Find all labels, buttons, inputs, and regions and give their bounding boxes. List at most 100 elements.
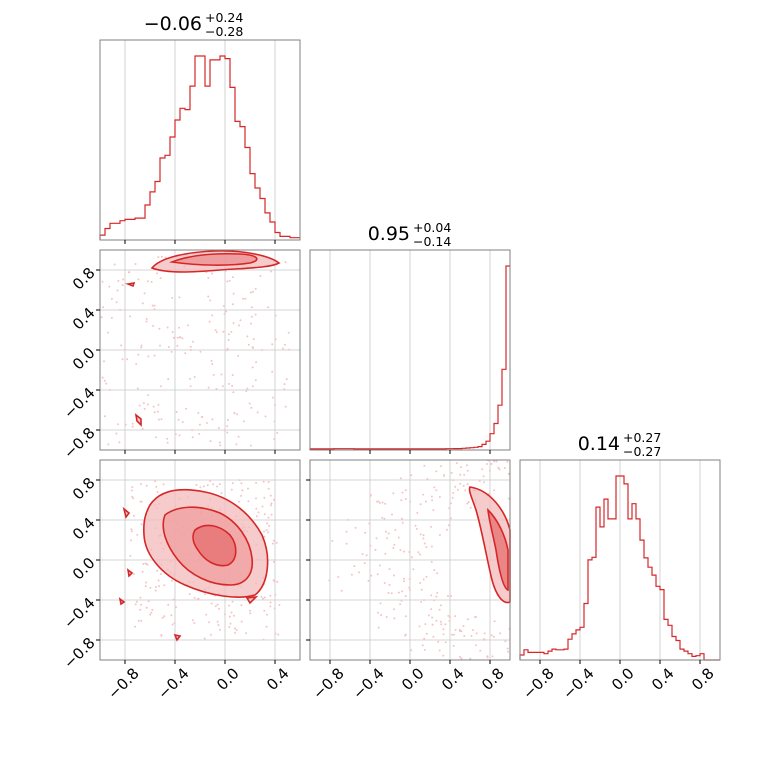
scatter-p1-p0-47 xyxy=(288,348,291,351)
scatter-p2-p0-150 xyxy=(134,625,137,628)
scatter-p2-p1-233 xyxy=(387,591,390,594)
scatter-p1-p0-164 xyxy=(249,322,252,325)
scatter-p2-p0-16 xyxy=(240,494,243,497)
scatter-p1-p0-163 xyxy=(226,280,229,283)
scatter-p1-p0-50 xyxy=(207,386,210,389)
scatter-p1-p0-93 xyxy=(237,354,240,357)
scatter-p1-p0-7 xyxy=(209,299,212,302)
scatter-p2-p0-205 xyxy=(163,584,166,587)
scatter-p1-p0-219 xyxy=(273,438,276,440)
scatter-p2-p1-81 xyxy=(401,491,404,494)
scatter-p1-p0-72 xyxy=(121,358,124,361)
contour-p1-p0-blob2 xyxy=(134,413,142,427)
scatter-p2-p1-109 xyxy=(444,623,447,626)
scatter-p2-p1-43 xyxy=(459,482,462,485)
histogram-p0 xyxy=(99,55,300,240)
scatter-p1-p0-95 xyxy=(150,280,153,283)
scatter-p2-p0-180 xyxy=(266,522,269,525)
scatter-p2-p1-133 xyxy=(415,527,418,530)
scatter-p2-p0-147 xyxy=(219,628,221,631)
scatter-p2-p1-95 xyxy=(399,477,402,480)
scatter-p2-p0-46 xyxy=(249,612,252,615)
scatter-p2-p1-48 xyxy=(345,542,348,545)
scatter-p2-p1-121 xyxy=(466,469,469,472)
scatter-p1-p0-5 xyxy=(239,319,242,322)
scatter-p1-p0-42 xyxy=(271,370,274,373)
scatter-p2-p1-102 xyxy=(397,536,400,539)
scatter-p1-p0-104 xyxy=(215,331,218,334)
scatter-p2-p1-167 xyxy=(386,537,389,540)
scatter-p2-p0-61 xyxy=(263,535,266,538)
scatter-p2-p0-69 xyxy=(230,611,233,614)
scatter-p2-p0-79 xyxy=(228,604,230,607)
scatter-p2-p1-92 xyxy=(495,460,498,463)
scatter-p2-p0-70 xyxy=(204,593,206,596)
scatter-p1-p0-91 xyxy=(157,410,159,413)
scatter-p2-p1-3 xyxy=(493,489,496,492)
scatter-p2-p1-148 xyxy=(454,628,457,631)
scatter-p2-p1-212 xyxy=(470,635,473,637)
scatter-p2-p0-131 xyxy=(202,485,205,488)
scatter-p2-p1-58 xyxy=(482,475,485,478)
scatter-p1-p0-115 xyxy=(157,403,160,406)
scatter-p1-p0-135 xyxy=(217,427,220,430)
scatter-p1-p0-110 xyxy=(131,425,134,428)
scatter-p1-p0-8 xyxy=(138,404,141,407)
scatter-p1-p0-35 xyxy=(201,416,204,419)
scatter-p2-p0-233 xyxy=(247,487,249,490)
scatter-p2-p1-70 xyxy=(430,525,432,528)
title-p2-minus: −0.27 xyxy=(623,444,661,459)
scatter-p1-p0-107 xyxy=(174,433,177,436)
scatter-p1-p0-41 xyxy=(137,353,140,356)
scatter-p2-p0-44 xyxy=(255,515,258,518)
scatter-p2-p1-19 xyxy=(430,560,433,563)
scatter-p2-p1-10 xyxy=(388,583,391,586)
scatter-p2-p1-118 xyxy=(404,498,407,500)
scatter-p2-p0-34 xyxy=(216,620,219,623)
scatter-p1-p0-165 xyxy=(225,349,228,352)
scatter-p2-p1-26 xyxy=(435,595,438,598)
scatter-p2-p1-153 xyxy=(369,494,372,497)
scatter-p2-p0-222 xyxy=(156,491,159,493)
scatter-p1-p0-108 xyxy=(284,261,287,264)
title-p1-value: 0.95 xyxy=(368,223,410,245)
tick-label-y2-3: −0.4 xyxy=(60,594,98,632)
scatter-p2-p0-95 xyxy=(241,489,244,492)
title-p0: −0.06 +0.24 −0.28 xyxy=(144,10,244,39)
scatter-p2-p0-102 xyxy=(232,614,235,617)
scatter-p2-p1-202 xyxy=(425,575,428,578)
scatter-p2-p0-201 xyxy=(267,531,270,534)
scatter-p1-p0-113 xyxy=(247,343,250,346)
scatter-p2-p1-177 xyxy=(506,460,509,463)
scatter-p1-p0-190 xyxy=(136,387,139,390)
scatter-p1-p0-45 xyxy=(251,385,254,388)
scatter-p2-p1-50 xyxy=(365,554,368,557)
panel-frame-r0c0 xyxy=(99,39,301,241)
scatter-p2-p1-46 xyxy=(421,644,424,647)
contour-p2-p0-blob1 xyxy=(122,506,131,519)
scatter-p1-p0-71 xyxy=(145,317,148,320)
scatter-p2-p1-139 xyxy=(387,532,390,535)
scatter-p2-p1-168 xyxy=(347,518,349,521)
scatter-p1-p0-57 xyxy=(100,316,103,319)
scatter-p2-p1-111 xyxy=(475,644,477,647)
scatter-p1-p0-162 xyxy=(285,378,288,381)
scatter-p2-p1-9 xyxy=(364,531,367,534)
scatter-p2-p1-203 xyxy=(460,657,463,660)
scatter-p1-p0-122 xyxy=(198,423,201,426)
scatter-p2-p1-80 xyxy=(403,580,405,583)
scatter-p1-p0-204 xyxy=(156,272,159,275)
scatter-p1-p0-142 xyxy=(159,277,162,280)
scatter-p2-p0-54 xyxy=(171,623,174,626)
scatter-p1-p0-146 xyxy=(250,406,253,409)
scatter-p1-p0-137 xyxy=(146,403,149,406)
scatter-p2-p1-145 xyxy=(374,548,377,551)
scatter-p2-p1-59 xyxy=(378,502,381,504)
scatter-p2-p1-217 xyxy=(439,465,442,468)
scatter-p2-p0-208 xyxy=(217,607,220,610)
scatter-p1-p0-194 xyxy=(102,306,105,309)
scatter-p1-p0-28 xyxy=(178,434,181,437)
scatter-p2-p0-149 xyxy=(144,562,147,565)
scatter-p2-p1-171 xyxy=(416,511,419,514)
tick-label-x1-4: 0.8 xyxy=(478,664,508,694)
